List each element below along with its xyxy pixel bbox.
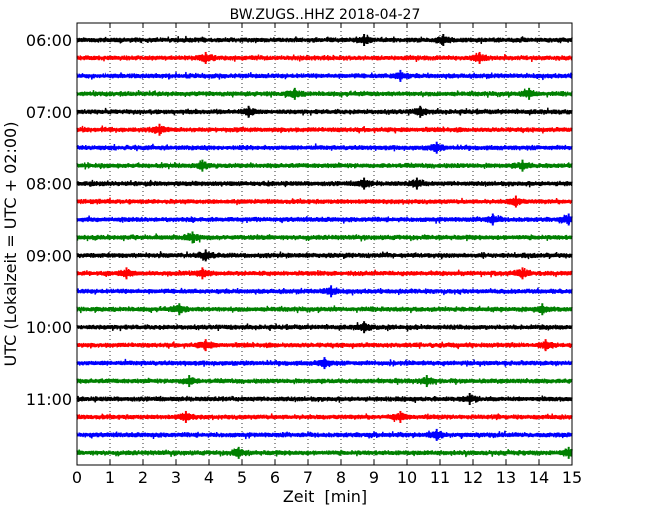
trace-1000 <box>76 321 573 334</box>
trace-waveform <box>76 341 573 351</box>
y-tick-label: 07:00 <box>26 103 72 122</box>
trace-waveform <box>76 304 573 314</box>
trace-0600 <box>76 34 573 46</box>
y-tick-label: 09:00 <box>26 246 72 265</box>
vertical-grid <box>109 23 540 465</box>
trace-0915 <box>76 267 573 280</box>
x-tick-label: 6 <box>270 468 280 487</box>
x-tick-label: 0 <box>72 468 82 487</box>
trace-0800 <box>76 177 573 190</box>
trace-0945 <box>76 303 573 316</box>
y-tick-label: 08:00 <box>26 175 72 194</box>
trace-1030 <box>76 357 573 370</box>
x-tick-label: 4 <box>204 468 214 487</box>
plot-background <box>77 23 572 465</box>
trace-1015 <box>76 339 573 352</box>
trace-waveform <box>76 267 573 278</box>
trace-0630 <box>76 69 573 82</box>
x-tick-label: 5 <box>237 468 247 487</box>
x-tick-label: 3 <box>171 468 181 487</box>
x-tick-label: 7 <box>303 468 313 487</box>
trace-waveform <box>76 322 573 332</box>
trace-waveform <box>76 179 573 188</box>
x-tick-label: 1 <box>105 468 115 487</box>
trace-1045 <box>76 375 573 388</box>
x-tick-label: 10 <box>397 468 417 487</box>
trace-0645 <box>76 87 573 100</box>
trace-0845 <box>76 231 573 244</box>
trace-waveform <box>76 394 573 403</box>
y-tick-label: 06:00 <box>26 31 72 50</box>
x-tick-label: 11 <box>430 468 450 487</box>
x-axis-label: Zeit [min] <box>283 487 367 506</box>
trace-waveform <box>76 430 573 440</box>
chart-title: BW.ZUGS..HHZ 2018-04-27 <box>230 7 421 23</box>
trace-0715 <box>76 123 573 136</box>
trace-0930 <box>76 285 573 298</box>
trace-1100 <box>76 393 573 405</box>
trace-waveform <box>76 412 573 422</box>
trace-0700 <box>76 105 573 118</box>
x-tick-label: 2 <box>138 468 148 487</box>
y-axis-label: UTC (Lokalzeit = UTC + 02:00) <box>1 122 20 367</box>
plot-frame <box>76 22 573 466</box>
trace-1115 <box>76 410 573 423</box>
trace-waveform <box>76 52 573 63</box>
x-tick-label: 15 <box>562 468 582 487</box>
trace-waveform <box>76 71 573 81</box>
trace-layer <box>76 34 573 459</box>
trace-waveform <box>76 287 573 296</box>
trace-0615 <box>76 51 573 64</box>
x-tick-label: 9 <box>369 468 379 487</box>
trace-0830 <box>76 213 573 226</box>
trace-waveform <box>76 160 573 170</box>
trace-waveform <box>76 448 573 458</box>
trace-1130 <box>76 428 573 441</box>
x-tick-label: 8 <box>336 468 346 487</box>
trace-0900 <box>76 249 573 262</box>
x-tick-label: 13 <box>496 468 516 487</box>
trace-waveform <box>76 214 573 224</box>
trace-waveform <box>76 34 573 45</box>
y-tick-label: 10:00 <box>26 318 72 337</box>
trace-waveform <box>76 142 573 153</box>
trace-1145 <box>76 446 573 459</box>
trace-waveform <box>76 88 573 98</box>
x-tick-label: 14 <box>529 468 549 487</box>
trace-waveform <box>76 197 573 206</box>
trace-waveform <box>76 251 573 261</box>
trace-waveform <box>76 232 573 244</box>
trace-waveform <box>76 107 573 117</box>
x-tick-label: 12 <box>463 468 483 487</box>
tick-layer: 0 1 2 3 4 5 6 7 8 9 10 11 12 13 14 1506:0007:0008:0009:… <box>26 23 582 487</box>
trace-waveform <box>76 377 573 386</box>
trace-0815 <box>76 195 573 208</box>
y-tick-label: 11:00 <box>26 390 72 409</box>
trace-0730 <box>76 141 573 154</box>
trace-0745 <box>76 159 573 172</box>
